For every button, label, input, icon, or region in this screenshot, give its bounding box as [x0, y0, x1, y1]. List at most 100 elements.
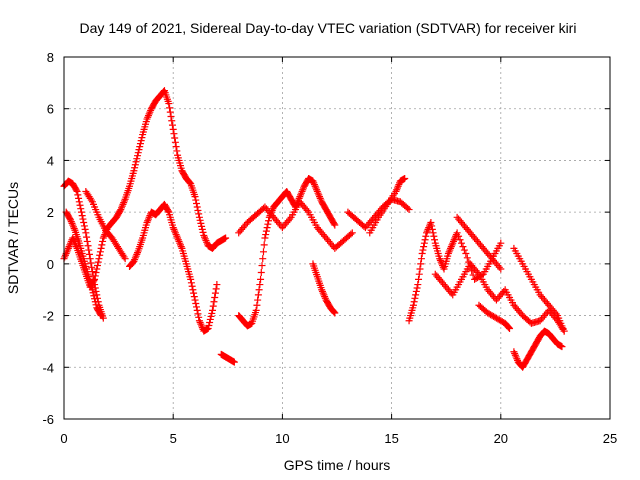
data-point [252, 306, 260, 314]
data-point [393, 184, 401, 192]
data-point [92, 301, 100, 309]
data-point [201, 235, 209, 243]
data-point [194, 206, 202, 214]
data-point [310, 179, 318, 187]
data-point [143, 218, 151, 226]
data-point [208, 309, 216, 317]
series-trace-l [405, 218, 505, 325]
data-point [82, 229, 90, 237]
data-point [192, 200, 200, 208]
data-point [449, 237, 457, 245]
series-trace-d [126, 200, 221, 335]
data-point [431, 236, 439, 244]
data-point [416, 265, 424, 273]
data-point [206, 318, 214, 326]
tick-layer: 0 5 10 15 20 25 -6 -4 -2 0 2 4 6 8 [42, 50, 617, 446]
data-point [187, 279, 195, 287]
data-point [299, 186, 307, 194]
data-point [133, 155, 141, 163]
data-point [453, 229, 461, 237]
data-point [174, 234, 182, 242]
data-point [99, 237, 107, 245]
data-point [474, 268, 482, 276]
data-point [120, 199, 128, 207]
data-point [164, 207, 172, 215]
data-point [134, 149, 142, 157]
data-point [202, 237, 210, 245]
data-point [75, 198, 83, 206]
data-point [209, 302, 217, 310]
data-point [94, 258, 102, 266]
data-point [77, 205, 85, 213]
data-point [192, 300, 200, 308]
data-point [200, 231, 208, 239]
data-point [436, 255, 444, 263]
data-point [312, 184, 320, 192]
data-point [316, 194, 324, 202]
y-tick-label: 2 [47, 205, 54, 220]
data-point [211, 293, 219, 301]
data-point [96, 251, 104, 259]
chart-title: Day 149 of 2021, Sidereal Day-to-day VTE… [80, 20, 577, 36]
data-point [207, 312, 215, 320]
data-point [459, 243, 467, 251]
data-point [170, 130, 178, 138]
data-point [118, 204, 126, 212]
series-trace-k [366, 175, 409, 237]
series-trace-q [510, 244, 568, 335]
data-point [513, 355, 521, 363]
data-point [133, 250, 141, 258]
data-point [405, 206, 413, 214]
data-point [80, 222, 88, 230]
data-point [392, 187, 400, 195]
data-point [88, 286, 96, 294]
data-point [120, 253, 128, 261]
data-point [168, 117, 176, 125]
data-point [87, 196, 95, 204]
data-point [196, 216, 204, 224]
data-point [119, 200, 127, 208]
data-point [193, 306, 201, 314]
data-point [76, 201, 84, 209]
data-point [451, 234, 459, 242]
series-trace-h [235, 198, 356, 252]
data-point [166, 104, 174, 112]
data-point [198, 322, 206, 330]
data-point [206, 315, 214, 323]
data-point [409, 301, 417, 309]
data-point [190, 293, 198, 301]
data-point [75, 194, 83, 202]
data-point [197, 320, 205, 328]
data-point [427, 218, 435, 226]
data-point [143, 115, 151, 123]
data-point [198, 222, 206, 230]
data-point [510, 348, 518, 356]
data-point [88, 263, 96, 271]
data-point [130, 167, 138, 175]
x-tick-label: 25 [603, 431, 617, 446]
data-point [497, 265, 505, 273]
data-point [132, 252, 140, 260]
data-point [201, 233, 209, 241]
data-point [147, 106, 155, 114]
data-point [191, 193, 199, 201]
data-point [85, 246, 93, 254]
data-point [78, 212, 86, 220]
data-point [320, 291, 328, 299]
data-point [254, 296, 262, 304]
data-point [91, 298, 99, 306]
data-point [198, 225, 206, 233]
data-point [463, 254, 471, 262]
data-point [321, 294, 329, 302]
data-point [83, 233, 91, 241]
data-point [167, 112, 175, 120]
data-point [415, 275, 423, 283]
data-point [69, 234, 77, 242]
series-trace-p [510, 327, 566, 371]
data-point [195, 317, 203, 325]
data-point [72, 186, 80, 194]
data-point [395, 181, 403, 189]
data-point [203, 238, 211, 246]
data-point [131, 164, 139, 172]
